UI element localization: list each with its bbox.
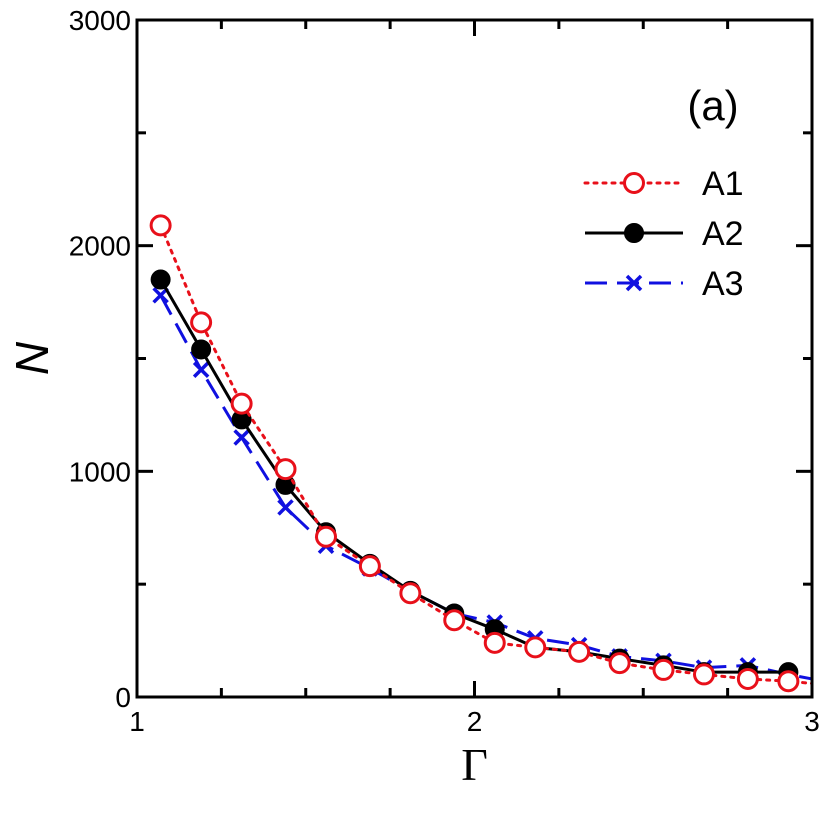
data-point-a1 — [524, 636, 547, 659]
data-point-a1 — [190, 311, 213, 334]
data-point-a3 — [192, 361, 210, 379]
x-tick-label: 1 — [129, 706, 145, 737]
data-point-a1 — [358, 555, 381, 578]
series-layer — [149, 214, 814, 693]
data-point-a3 — [233, 429, 250, 446]
legend-entry-a2: A2 — [585, 215, 744, 253]
legend-entry-a3: A3 — [585, 265, 744, 303]
series-a3 — [152, 287, 813, 683]
data-point-a1 — [443, 609, 466, 632]
y-tick-label: 0 — [115, 682, 131, 713]
series-a1 — [149, 214, 814, 693]
legend-marker — [624, 223, 644, 243]
data-point-a3 — [152, 287, 169, 304]
series-a2 — [150, 269, 799, 683]
data-point-a1 — [736, 667, 759, 690]
legend-entry-a1: A1 — [583, 165, 744, 203]
data-point-a1 — [483, 631, 506, 654]
data-point-a2 — [191, 339, 212, 360]
data-point-a1 — [315, 525, 337, 548]
y-tick-label: 2000 — [69, 231, 131, 262]
data-point-a1 — [399, 582, 422, 605]
series-line-a3 — [159, 294, 813, 681]
data-point-a1 — [652, 658, 675, 681]
data-point-a3 — [277, 499, 294, 516]
legend-marker — [623, 172, 645, 194]
y-tick-label: 3000 — [69, 5, 131, 36]
legend-label: A1 — [702, 165, 744, 203]
series-line-a2 — [159, 278, 789, 674]
legend: A1 A2 A3 — [583, 165, 744, 303]
data-point-a1 — [568, 640, 591, 663]
legend-label: A2 — [702, 215, 744, 253]
data-point-a1 — [149, 214, 172, 237]
data-point-a1 — [230, 392, 253, 415]
data-point-a1 — [608, 652, 631, 675]
panel-label: (a) — [687, 82, 738, 129]
x-tick-label: 2 — [467, 706, 483, 737]
data-point-a1 — [693, 663, 715, 686]
x-axis-title: Γ — [461, 739, 488, 790]
y-tick-label: 1000 — [69, 456, 131, 487]
x-tick-label: 3 — [804, 706, 820, 737]
data-point-a1 — [274, 458, 297, 481]
tick-labels: 1 2 3 0 1000 2000 3000 — [69, 5, 820, 737]
data-point-a2 — [150, 269, 171, 290]
y-axis-title: N — [6, 341, 58, 375]
legend-marker — [625, 274, 643, 292]
legend-label: A3 — [702, 265, 744, 303]
data-point-a1 — [777, 670, 800, 693]
plot-frame — [135, 18, 814, 699]
